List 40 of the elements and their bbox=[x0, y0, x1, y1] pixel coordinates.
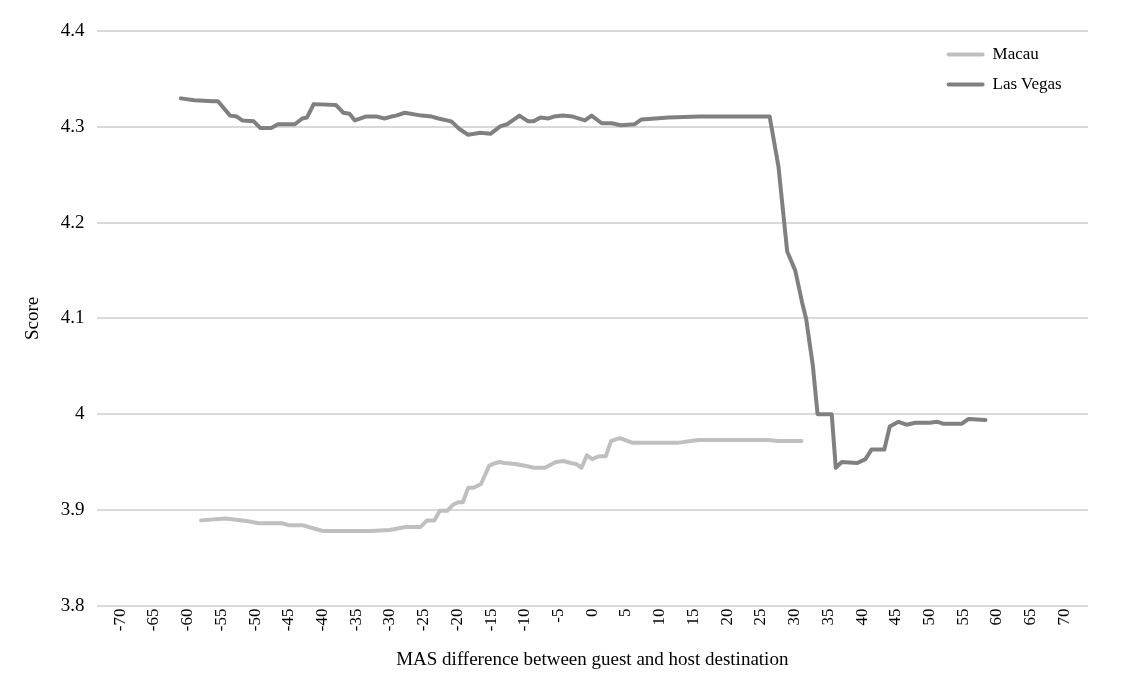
x-tick-label: 65 bbox=[1020, 608, 1040, 626]
y-tick-label: 3.8 bbox=[60, 593, 85, 615]
x-tick-label: -30 bbox=[379, 608, 399, 632]
x-tick-label: -25 bbox=[413, 608, 433, 632]
x-tick-label: -10 bbox=[514, 608, 534, 632]
y-axis-title: Score bbox=[21, 296, 43, 341]
legend-label: Las Vegas bbox=[992, 73, 1062, 93]
x-tick-label: -35 bbox=[345, 608, 365, 632]
x-tick-label: 30 bbox=[784, 608, 804, 626]
legend-label: Macau bbox=[992, 43, 1040, 63]
x-tick-label: 20 bbox=[716, 608, 736, 626]
x-tick-label: -40 bbox=[311, 608, 331, 632]
x-tick-label: 55 bbox=[952, 608, 972, 626]
x-tick-label: -15 bbox=[480, 608, 500, 632]
x-tick-label: -50 bbox=[244, 608, 264, 632]
x-tick-label: -20 bbox=[446, 608, 466, 632]
x-tick-label: -55 bbox=[210, 608, 230, 632]
x-axis-title: MAS difference between guest and host destination bbox=[396, 647, 789, 669]
y-tick-label: 4 bbox=[75, 402, 86, 424]
y-tick-label: 4.2 bbox=[60, 210, 85, 232]
x-tick-label: -60 bbox=[177, 608, 197, 632]
y-tick-label: 3.9 bbox=[60, 497, 85, 519]
y-tick-label: 4.3 bbox=[60, 115, 85, 137]
x-tick-label: 25 bbox=[750, 608, 770, 626]
x-tick-label: 70 bbox=[1053, 608, 1073, 626]
x-tick-label: -45 bbox=[278, 608, 298, 632]
y-tick-label: 4.1 bbox=[60, 306, 85, 328]
y-tick-label: 4.4 bbox=[60, 19, 86, 41]
x-tick-label: 50 bbox=[918, 608, 938, 626]
x-tick-label: 15 bbox=[682, 608, 702, 626]
x-tick-label: 60 bbox=[986, 608, 1006, 626]
x-tick-label: 40 bbox=[851, 608, 871, 626]
x-tick-label: 10 bbox=[649, 608, 669, 626]
x-tick-label: -5 bbox=[548, 608, 568, 623]
x-tick-label: -65 bbox=[143, 608, 163, 632]
x-tick-label: -70 bbox=[109, 608, 129, 632]
x-tick-label: 5 bbox=[615, 608, 635, 618]
x-tick-label: 45 bbox=[885, 608, 905, 626]
x-tick-label: 35 bbox=[817, 608, 837, 626]
x-tick-label: 0 bbox=[581, 608, 601, 618]
